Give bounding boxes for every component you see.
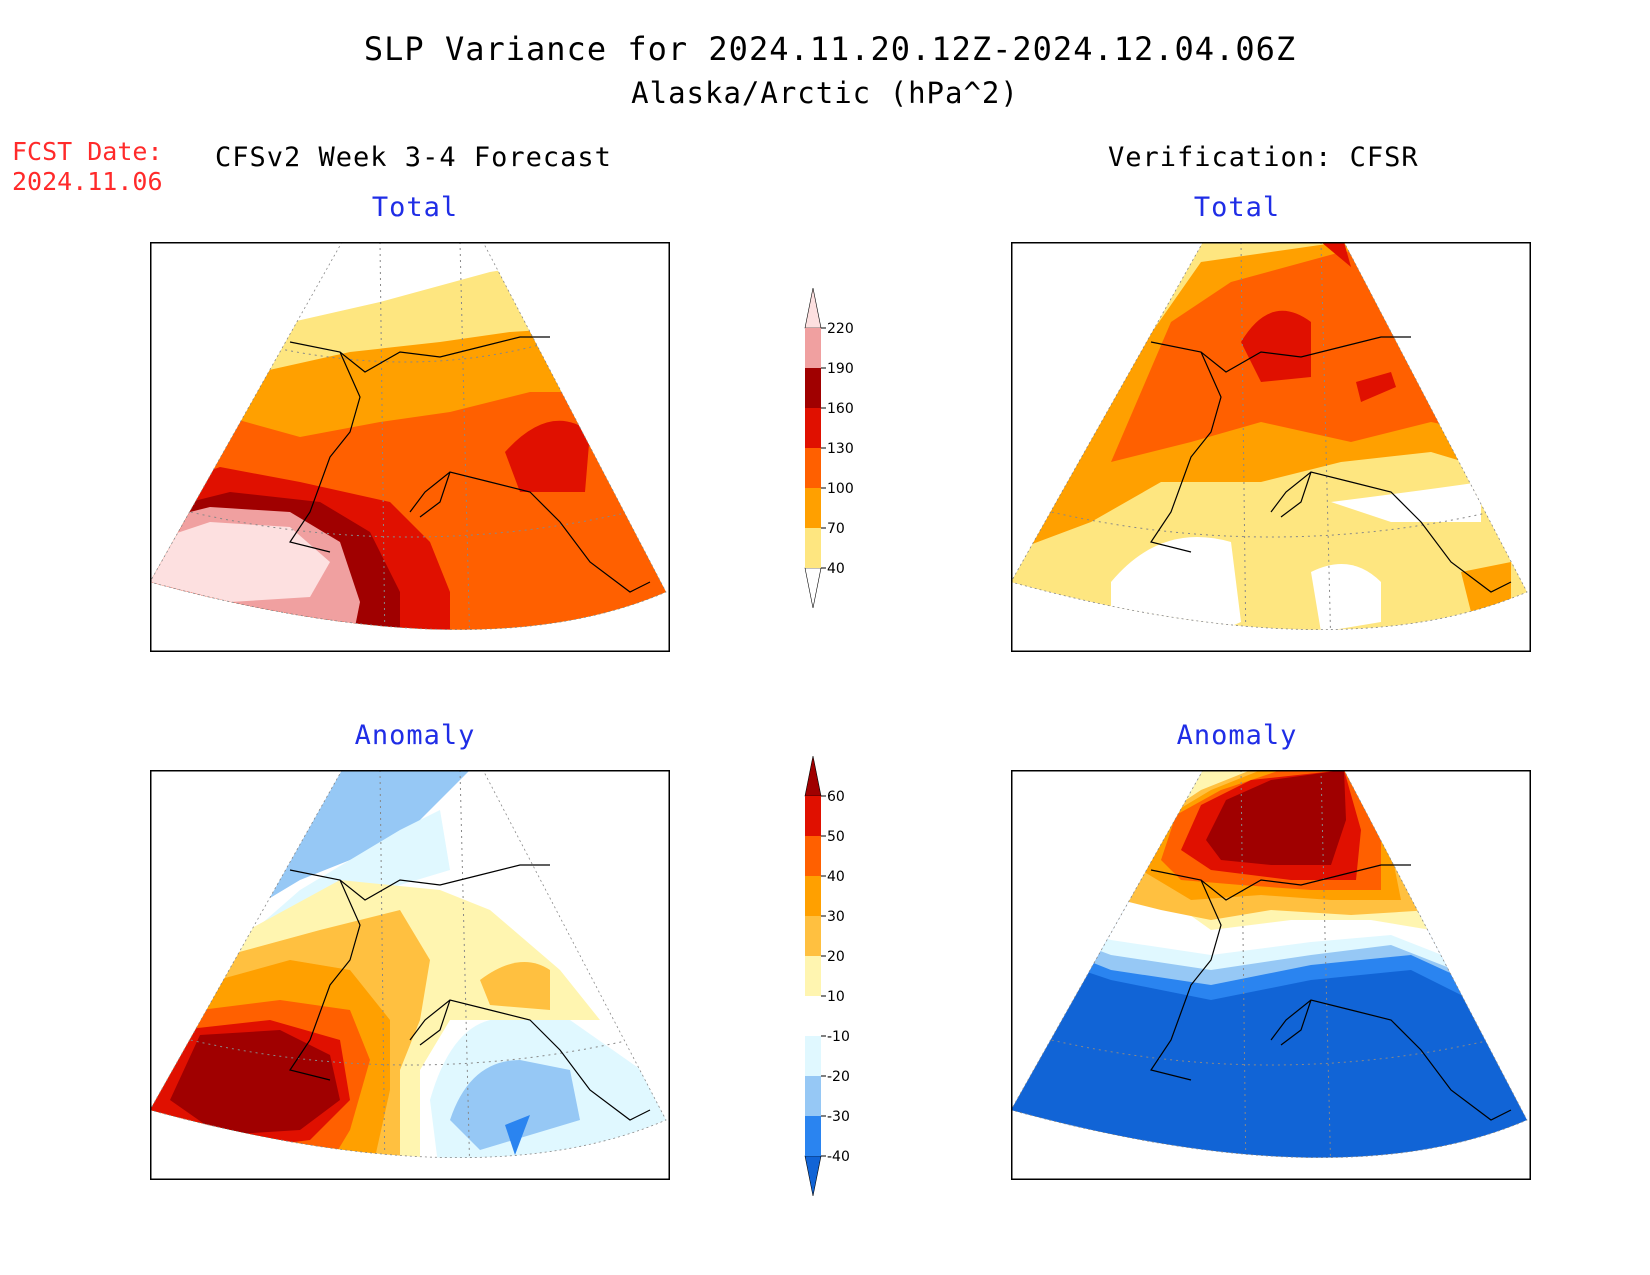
- forecast-date-label: FCST Date:: [12, 137, 163, 166]
- anomaly-colorbar-segment: [805, 1076, 821, 1116]
- forecast-date-value: 2024.11.06: [12, 167, 163, 196]
- total-colorbar-segment: [805, 328, 821, 368]
- main-title: SLP Variance for 2024.11.20.12Z-2024.12.…: [363, 30, 1297, 68]
- anomaly-colorbar-segment: [805, 916, 821, 956]
- anomaly-colorbar-body: [804, 755, 822, 1197]
- forecast-date: FCST Date: 2024.11.06: [12, 137, 163, 197]
- anomaly-colorbar-segment: [805, 1036, 821, 1076]
- anomaly-colorbar-tick-label: 50: [827, 829, 845, 845]
- total-colorbar-tick-label: 190: [827, 361, 854, 377]
- total-colorbar-tick-label: 130: [827, 441, 854, 457]
- total-colorbar-tick-label: 160: [827, 401, 854, 417]
- total-colorbar-tick-label: 100: [827, 481, 854, 497]
- forecast-anomaly-map: [150, 770, 670, 1180]
- anomaly-colorbar-tick-label: 40: [827, 869, 845, 885]
- main-subtitle: Alaska/Arctic (hPa^2): [631, 76, 1019, 110]
- total-colorbar-segment: [805, 488, 821, 528]
- total-colorbar: 40 70 100 130 160 190 220: [804, 287, 854, 609]
- anomaly-colorbar-segment: [805, 836, 821, 876]
- anomaly-colorbar-tick-label: -20: [827, 1069, 850, 1085]
- total-colorbar-segment: [805, 368, 821, 408]
- anomaly-colorbar-tick-label: 10: [827, 989, 845, 1005]
- anomaly-colorbar-segment: [805, 956, 821, 996]
- verification-column-title: Verification: CFSR: [1108, 142, 1419, 173]
- anomaly-colorbar-tick-label: 20: [827, 949, 845, 965]
- verification-anomaly-map: [1011, 770, 1531, 1180]
- forecast-total-map: [150, 242, 670, 652]
- anomaly-colorbar-segment: [805, 1116, 821, 1156]
- anomaly-colorbar-bottom-triangle: [804, 1155, 822, 1197]
- anomaly-colorbar: -40 -30 -20 -10 10 20 30 40 50 60: [804, 755, 850, 1197]
- verification-total-label: Total: [1193, 192, 1281, 223]
- total-colorbar-bottom-triangle: [804, 567, 822, 609]
- verification-total-map: [1011, 242, 1531, 652]
- total-colorbar-body: [804, 287, 822, 609]
- anomaly-colorbar-tick-label: -40: [827, 1149, 850, 1165]
- anomaly-colorbar-tick-label: 60: [827, 789, 845, 805]
- anomaly-colorbar-segment: [805, 876, 821, 916]
- total-colorbar-tick-label: 70: [827, 521, 845, 537]
- verification-anomaly-label: Anomaly: [1176, 720, 1298, 751]
- forecast-total-label: Total: [371, 192, 459, 223]
- anomaly-colorbar-tick-label: 30: [827, 909, 845, 925]
- total-colorbar-tick-label: 40: [827, 561, 845, 577]
- total-colorbar-segment: [805, 448, 821, 488]
- anomaly-colorbar-segment: [805, 796, 821, 836]
- forecast-column-title: CFSv2 Week 3-4 Forecast: [215, 142, 612, 173]
- anomaly-colorbar-segment: [805, 996, 821, 1036]
- forecast-anomaly-label: Anomaly: [354, 720, 476, 751]
- anomaly-colorbar-top-triangle: [804, 755, 822, 797]
- total-colorbar-top-triangle: [804, 287, 822, 329]
- anomaly-colorbar-ticks: -40 -30 -20 -10 10 20 30 40 50 60: [821, 789, 850, 1165]
- total-colorbar-segment: [805, 528, 821, 568]
- total-colorbar-ticks: 40 70 100 130 160 190 220: [821, 321, 854, 577]
- total-colorbar-tick-label: 220: [827, 321, 854, 337]
- anomaly-colorbar-tick-label: -10: [827, 1029, 850, 1045]
- anomaly-colorbar-tick-label: -30: [827, 1109, 850, 1125]
- total-colorbar-segment: [805, 408, 821, 448]
